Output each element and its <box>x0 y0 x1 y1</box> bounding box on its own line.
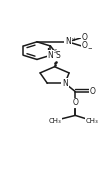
Text: O: O <box>72 98 78 107</box>
Text: N: N <box>48 51 53 60</box>
Text: O: O <box>82 42 88 50</box>
Text: S: S <box>54 49 57 54</box>
Text: N: N <box>65 37 71 46</box>
Text: CH₃: CH₃ <box>48 118 61 124</box>
Text: S: S <box>55 51 60 60</box>
Text: N: N <box>62 79 68 88</box>
Text: −: − <box>87 45 92 50</box>
Text: +: + <box>71 37 76 42</box>
Text: O: O <box>82 33 88 42</box>
Text: O: O <box>90 87 96 96</box>
Text: CH₃: CH₃ <box>85 118 98 124</box>
